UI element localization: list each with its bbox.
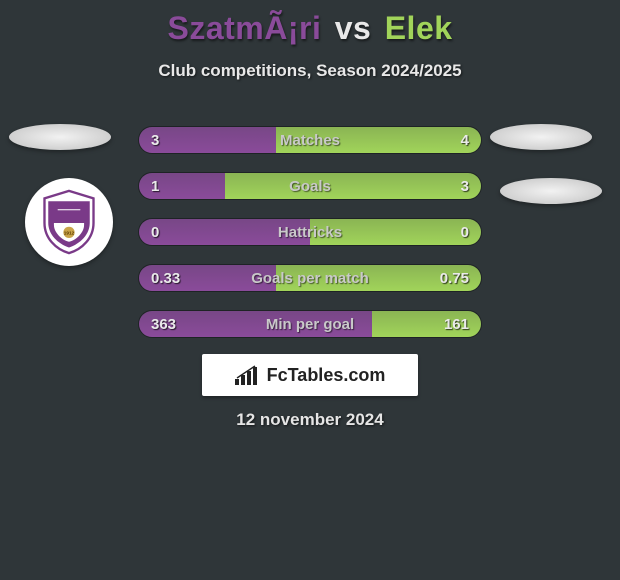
branding-badge: FcTables.com	[202, 354, 418, 396]
date-label: 12 november 2024	[0, 410, 620, 430]
subtitle: Club competitions, Season 2024/2025	[0, 61, 620, 81]
stat-value-left: 363	[139, 311, 188, 337]
stat-value-right: 161	[432, 311, 481, 337]
team-logo-right-bottom	[500, 178, 602, 204]
stat-value-left: 3	[139, 127, 171, 153]
stat-bars: 34Matches13Goals00Hattricks0.330.75Goals…	[138, 126, 482, 356]
shield-icon: 1912	[40, 189, 98, 255]
title-vs: vs	[335, 10, 372, 46]
stat-value-right: 3	[449, 173, 481, 199]
stat-value-left: 0.33	[139, 265, 192, 291]
page-title: SzatmÃ¡ri vs Elek	[0, 0, 620, 47]
stat-value-right: 4	[449, 127, 481, 153]
stat-row: 363161Min per goal	[138, 310, 482, 338]
stat-row: 0.330.75Goals per match	[138, 264, 482, 292]
team-logo-right-top	[490, 124, 592, 150]
club-crest: 1912	[25, 178, 113, 266]
stat-row: 00Hattricks	[138, 218, 482, 246]
stat-value-left: 0	[139, 219, 171, 245]
stat-value-right: 0	[449, 219, 481, 245]
title-player1: SzatmÃ¡ri	[167, 10, 321, 46]
svg-text:1912: 1912	[64, 231, 75, 236]
branding-text: FcTables.com	[267, 365, 386, 386]
stat-value-right: 0.75	[428, 265, 481, 291]
team-logo-left	[9, 124, 111, 150]
bar-right	[225, 173, 482, 199]
stat-value-left: 1	[139, 173, 171, 199]
stat-row: 34Matches	[138, 126, 482, 154]
title-player2: Elek	[385, 10, 453, 46]
bar-chart-icon	[235, 365, 261, 385]
stat-row: 13Goals	[138, 172, 482, 200]
